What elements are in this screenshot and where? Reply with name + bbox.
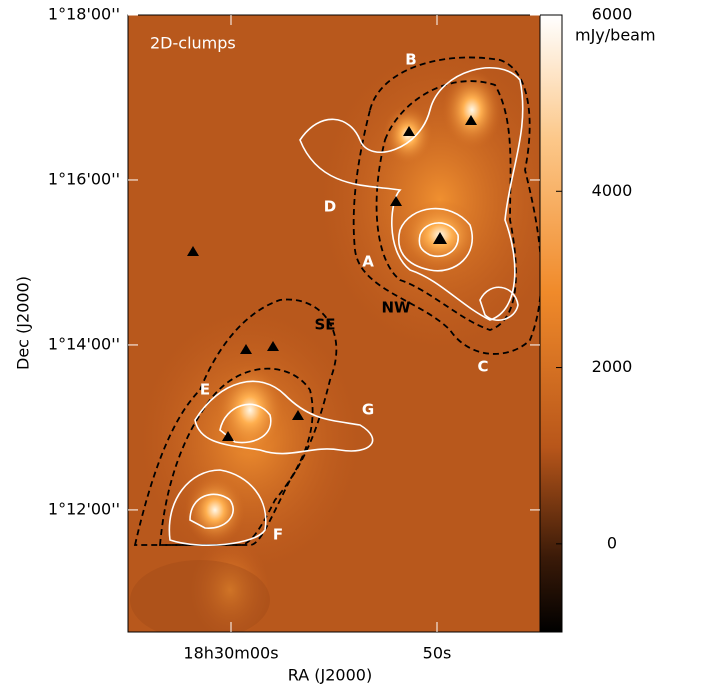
colorbar-unit: mJy/beam — [575, 26, 656, 45]
annotation: F — [273, 526, 283, 544]
panel-label: 2D-clumps — [150, 34, 236, 53]
colorbar-tick-label: 0 — [607, 533, 617, 552]
y-tick-label: 1°12'00'' — [48, 499, 120, 518]
x-tick-label: 18h30m00s — [183, 644, 278, 663]
y-axis-title: Dec (J2000) — [14, 276, 33, 370]
annotation: NW — [381, 299, 411, 317]
colorbar-tick-label: 2000 — [592, 357, 633, 376]
annotation: SE — [314, 316, 335, 334]
x-axis-title: RA (J2000) — [288, 666, 372, 685]
annotation: G — [362, 401, 374, 419]
image — [128, 15, 540, 632]
y-tick-label: 1°14'00'' — [48, 334, 120, 353]
y-tick-label: 1°18'00'' — [48, 5, 120, 24]
contours — [133, 56, 543, 546]
annotation: D — [324, 198, 336, 216]
y-tick-label: 1°16'00'' — [48, 169, 120, 188]
annotation: C — [477, 358, 488, 376]
annotation: E — [200, 381, 210, 399]
colorbar-tick-label: 4000 — [592, 181, 633, 200]
annotation: A — [362, 253, 374, 271]
annotation: B — [405, 51, 416, 69]
colorbar — [539, 14, 563, 633]
x-tick-label: 50s — [423, 644, 452, 663]
colorbar-tick-label: 6000 — [592, 5, 633, 24]
source-markers — [187, 115, 477, 441]
